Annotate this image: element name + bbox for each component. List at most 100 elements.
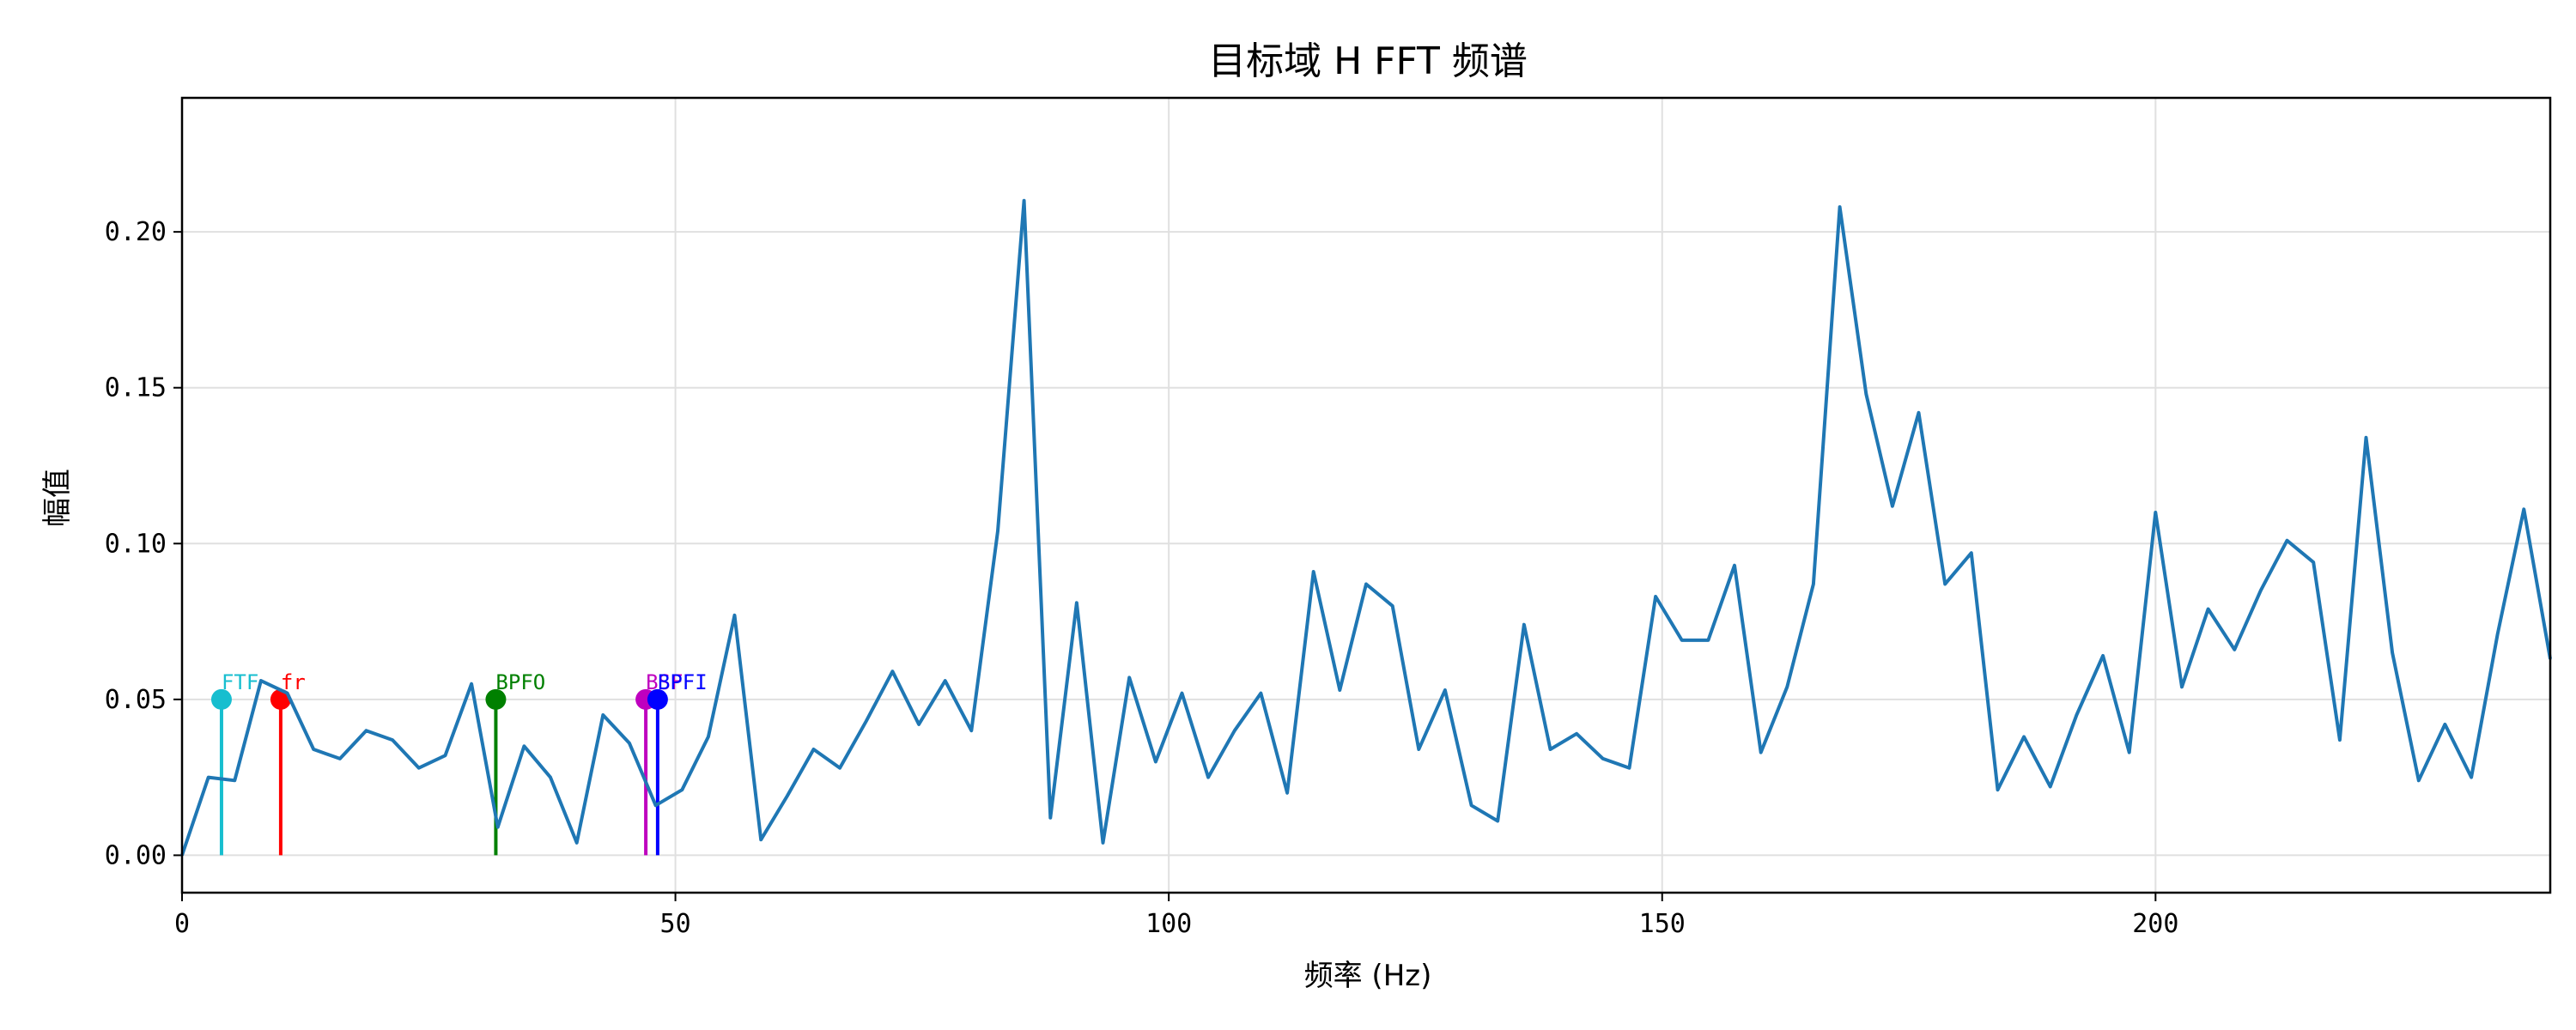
spectrum-point (2496, 633, 2500, 636)
spectrum-point (1970, 551, 1973, 554)
spectrum-point (2364, 436, 2367, 439)
spectrum-point (865, 719, 868, 723)
spectrum-point (1154, 760, 1157, 763)
y-tick-label: 0.15 (105, 373, 167, 403)
spectrum-point (2286, 539, 2289, 542)
spectrum-point (1206, 776, 1210, 779)
y-tick-label: 0.20 (105, 217, 167, 247)
x-tick-label: 150 (1639, 909, 1686, 939)
spectrum-point (1364, 582, 1368, 585)
x-tick-label: 100 (1145, 909, 1192, 939)
spectrum-point (2049, 785, 2052, 789)
spectrum-point (1654, 595, 1657, 598)
spectrum-point (549, 776, 552, 779)
spectrum-point (259, 679, 263, 682)
spectrum-point (1838, 205, 1842, 209)
x-tick-label: 50 (660, 909, 691, 939)
marker-label-bpfi: BPFI (658, 670, 708, 694)
spectrum-point (2259, 589, 2263, 592)
spectrum-point (944, 679, 947, 682)
spectrum-point (2128, 751, 2131, 754)
spectrum-point (1312, 570, 1315, 573)
spectrum-point (1233, 729, 1236, 732)
spectrum-point (1759, 751, 1763, 754)
spectrum-point (522, 744, 526, 748)
spectrum-point (1259, 692, 1262, 695)
spectrum-point (1470, 803, 1473, 807)
spectrum-point (1812, 582, 1815, 585)
marker-dot-bpfo (485, 688, 507, 710)
spectrum-point (1102, 841, 1105, 845)
spectrum-point (1127, 676, 1131, 679)
spectrum-point (1338, 688, 1341, 692)
spectrum-point (1023, 199, 1026, 203)
plot-frame (180, 96, 2552, 894)
spectrum-point (1549, 748, 1552, 751)
spectrum-point (312, 748, 315, 751)
spectrum-point (391, 738, 394, 742)
spectrum-point (1075, 601, 1078, 604)
marker-label-ftf: FTF (222, 670, 258, 694)
spectrum-point (233, 779, 236, 782)
marker-dot-ftf (210, 688, 232, 710)
spectrum-point (917, 723, 920, 726)
x-axis: 0 50 100 150 200 (174, 893, 2178, 939)
spectrum-point (1417, 748, 1420, 751)
spectrum-point (786, 794, 789, 797)
spectrum-point (1627, 766, 1631, 770)
spectrum-point (2101, 654, 2105, 657)
spectrum-point (575, 841, 579, 845)
spectrum-point (1943, 582, 1947, 585)
y-tick-label: 0.10 (105, 529, 167, 559)
spectrum-point (1048, 816, 1052, 820)
spectrum-point (1443, 688, 1447, 692)
spectrum-point (470, 682, 473, 686)
spectrum-point (2417, 779, 2421, 782)
spectrum-point (969, 729, 973, 732)
grid (181, 98, 2550, 893)
spectrum-point (1996, 788, 1999, 791)
y-axis: 0.00 0.05 0.10 0.15 0.20 (105, 217, 182, 870)
y-tick-label: 0.05 (105, 685, 167, 715)
spectrum-point (1864, 392, 1868, 396)
spectrum-point (2022, 735, 2026, 738)
spectrum-point (2180, 685, 2184, 688)
spectrum-point (2075, 713, 2078, 717)
marker-dot-bpfi (647, 688, 668, 710)
spectrum-point (1785, 685, 1789, 688)
spectrum-point (496, 826, 500, 829)
x-tick-label: 0 (174, 909, 190, 939)
spectrum-point (1601, 757, 1605, 760)
spectrum-point (1680, 639, 1684, 642)
spectrum-point (2470, 776, 2473, 779)
y-tick-label: 0.00 (105, 840, 167, 870)
spectrum-point (680, 788, 683, 791)
spectrum-point (733, 614, 737, 617)
spectrum-point (1733, 564, 1736, 567)
marker-label-bpfo: BPFO (495, 670, 545, 694)
spectrum-point (628, 742, 631, 745)
spectrum-point (417, 766, 421, 770)
spectrum-point (2154, 511, 2157, 514)
chart-title: 目标域 H FFT 频谱 (1208, 39, 1528, 83)
spectrum-line (180, 198, 2552, 857)
spectrum-point (1391, 604, 1394, 608)
spectrum-point (2391, 651, 2394, 654)
spectrum-point (2338, 738, 2342, 742)
spectrum-point (2312, 560, 2315, 564)
spectrum-point (365, 729, 368, 732)
spectrum-point (1180, 692, 1183, 695)
spectrum-point (1575, 732, 1578, 736)
x-axis-label: 频率 (Hz) (1304, 959, 1432, 993)
spectrum-point (1917, 411, 1921, 415)
y-axis-label: 幅值 (40, 469, 75, 527)
spectrum-point (1891, 505, 1894, 508)
spectrum-point (1496, 819, 1499, 822)
spectrum-point (207, 776, 210, 779)
spectrum-point (654, 803, 658, 807)
marker-label-bsf: BSF (646, 670, 683, 694)
spectrum-point (2207, 608, 2210, 611)
spectrum-point (996, 530, 999, 533)
